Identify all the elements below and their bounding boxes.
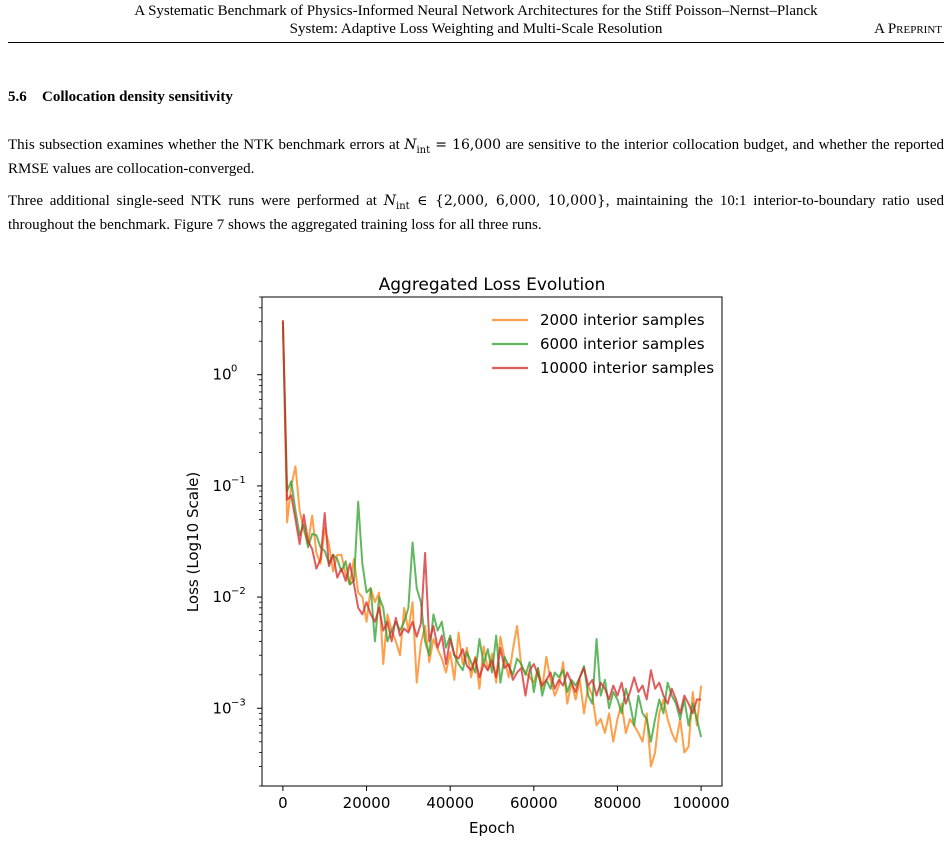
x-axis-ticks: 0 20000 40000 60000 80000 100000 [278,786,730,812]
y-tick-exponent: −1 [231,475,246,486]
y-tick-label: 10 [212,366,231,384]
paragraph-2: Three additional single-seed NTK runs we… [8,192,944,235]
series-line-2 [281,321,703,743]
paragraph-2-math-symbol: N [383,193,396,209]
section-title: Collocation density sensitivity [42,89,233,105]
y-tick-exponent: −3 [231,697,246,708]
x-axis-label: Epoch [469,819,515,837]
paragraph-2-text-before: Three additional single-seed NTK runs we… [8,193,384,209]
y-tick-label: 10 [212,477,231,495]
paragraph-1-math: Nint = 16,000 [404,137,502,156]
x-tick-label: 0 [278,794,288,812]
paragraph-2-math-subscript: int [396,200,410,212]
x-tick-label: 20000 [343,794,391,812]
legend-label-2: 6000 interior samples [540,335,705,353]
paragraph-2-math: Nint ∈ {2,000, 6,000, 10,000} [383,193,606,212]
y-tick-exponent: 0 [231,364,237,375]
x-tick-label: 60000 [510,794,558,812]
chart-series-lines [281,320,703,768]
header-title-line-2-text: System: Adaptive Loss Weighting and Mult… [289,21,663,37]
paragraph-1-text-after: are sensitive to the interior collocatio… [8,137,944,177]
plot-frame [261,296,723,787]
chart-title: Aggregated Loss Evolution [379,275,606,295]
paragraph-1-text-before: This subsection examines whether the NTK… [8,137,405,153]
x-tick-label: 100000 [672,794,729,812]
x-tick-label: 40000 [426,794,474,812]
paragraph-1-math-subscript: int [416,144,431,156]
x-tick-label: 80000 [594,794,642,812]
paragraph-1-math-value: = 16,000 [430,137,502,153]
header-title-line-1: A Systematic Benchmark of Physics-Inform… [134,3,818,19]
series-line-1 [281,321,703,768]
paragraph-1: This subsection examines whether the NTK… [8,136,944,179]
section-number: 5.6 [8,89,27,105]
y-tick-exponent: −2 [231,586,246,597]
paragraph-2-text-after: , maintaining the 10:1 interior-to-bound… [8,193,944,233]
paragraph-2-math-value: ∈ {2,000, 6,000, 10,000} [409,193,606,209]
y-tick-label: 10 [212,699,231,717]
legend-label-3: 10000 interior samples [540,359,714,377]
section-heading: 5.6 Collocation density sensitivity [8,89,233,106]
series-line-3 [281,320,702,715]
y-axis-label: Loss (Log10 Scale) [184,472,202,612]
header-title-line-2: System: Adaptive Loss Weighting and Mult… [8,20,944,38]
legend-label-1: 2000 interior samples [540,311,705,329]
running-header: A Systematic Benchmark of Physics-Inform… [8,2,944,38]
preprint-label: A Preprint [874,21,942,37]
loss-chart: Aggregated Loss Evolution 0 20000 40000 600… [184,275,730,837]
paragraph-1-math-symbol: N [404,137,417,153]
y-tick-label: 10 [212,588,231,606]
chart-legend: 2000 interior samples 6000 interior sampl… [492,311,714,377]
header-rule [8,42,944,43]
